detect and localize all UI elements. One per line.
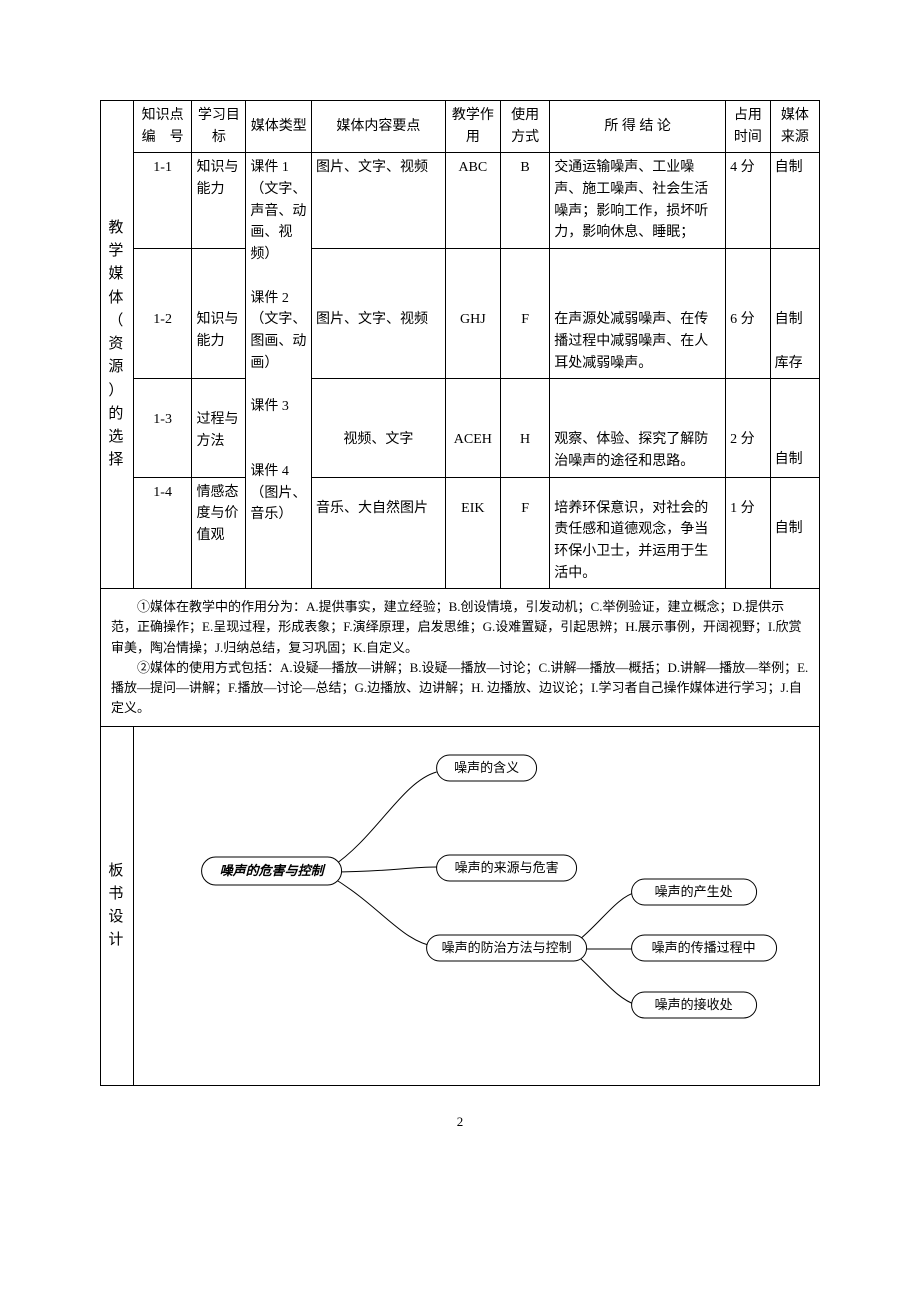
media-row-2: 1-2 知识与能力 图片、文字、视频 GHJ F 在声源处减弱噪声、在传播过程中… [101,249,820,379]
node-root-text: 噪声的危害与控制 [219,863,326,878]
cell-types-all: 课件 1（文字、声音、动画、视频） 课件 2（文字、图画、动画） 课件 3 课件… [246,153,312,589]
board-row: 板 书 设 计 噪声的危害与控制 噪声的含义 噪声的来源与危害 噪声的防治方法与… [101,727,820,1086]
cell-time-3: 2 分 [726,379,771,477]
cell-conclusion-4: 培养环保意识，对社会的责任感和道德观念，争当环保小卫士，并运用于生活中。 [550,477,726,589]
edge-root-b2 [331,867,436,872]
types-all-text: 课件 1（文字、声音、动画、视频） 课件 2（文字、图画、动画） 课件 3 课件… [250,160,306,522]
edge-root-b1 [331,772,436,867]
cell-goal-4: 情感态度与价值观 [192,477,246,589]
notes-p1: ①媒体在教学中的作用分为：A.提供事实，建立经验；B.创设情境，引发动机；C.举… [111,597,809,657]
board-diagram-cell: 噪声的危害与控制 噪声的含义 噪声的来源与危害 噪声的防治方法与控制 噪声的产生… [133,727,819,1086]
board-diagram: 噪声的危害与控制 噪声的含义 噪声的来源与危害 噪声的防治方法与控制 噪声的产生… [142,737,811,1037]
node-b1-text: 噪声的含义 [454,760,519,775]
col-header-mode: 使用方式 [500,101,549,153]
vlabel-board-text: 板 书 设 计 [108,863,125,949]
cell-goal-1: 知识与能力 [192,153,246,249]
cell-content-4: 音乐、大自然图片 [312,477,446,589]
media-row-4: 1-4 情感态度与价值观 音乐、大自然图片 EIK F 培养环保意识，对社会的责… [101,477,820,589]
cell-mode-4: F [500,477,549,589]
notes-p2: ②媒体的使用方式包括：A.设疑—播放—讲解；B.设疑—播放—讨论；C.讲解—播放… [111,658,809,718]
cell-conclusion-2: 在声源处减弱噪声、在传播过程中减弱噪声、在人耳处减弱噪声。 [550,249,726,379]
cell-time-2: 6 分 [726,249,771,379]
cell-role-2: GHJ [445,249,500,379]
node-b2-text: 噪声的来源与危害 [454,860,558,875]
col-header-conclusion: 所 得 结 论 [550,101,726,153]
notes-cell: ①媒体在教学中的作用分为：A.提供事实，建立经验；B.创设情境，引发动机；C.举… [101,589,820,727]
col-header-goal: 学习目标 [192,101,246,153]
col-header-role: 教学作用 [445,101,500,153]
cell-source-3: 自制 [770,379,819,477]
node-b3-text: 噪声的防治方法与控制 [441,940,571,955]
section-label-board: 板 书 设 计 [101,727,134,1086]
col-header-type: 媒体类型 [246,101,312,153]
cell-source-1: 自制 [770,153,819,249]
cell-id-4: 1-4 [133,477,192,589]
cell-mode-3: H [500,379,549,477]
node-b3-1-text: 噪声的产生处 [654,884,732,899]
header-row: 教 学 媒 体 （ 资 源 ） 的 选 择 知识点编 号 学习目标 媒体类型 媒… [101,101,820,153]
cell-mode-1: B [500,153,549,249]
page-number: 2 [100,1114,820,1130]
edge-root-b3 [331,877,436,947]
cell-id-3: 1-3 [133,379,192,477]
cell-conclusion-1: 交通运输噪声、工业噪声、施工噪声、社会生活噪声；影响工作，损坏听力，影响休息、睡… [550,153,726,249]
cell-id-2: 1-2 [133,249,192,379]
vlabel-media-text: 教 学 媒 体 （ 资 源 ） 的 选 择 [108,220,125,469]
cell-goal-3: 过程与方法 [192,379,246,477]
cell-time-4: 1 分 [726,477,771,589]
node-b3-3-text: 噪声的接收处 [654,997,732,1012]
media-row-1: 1-1 知识与能力 课件 1（文字、声音、动画、视频） 课件 2（文字、图画、动… [101,153,820,249]
cell-conclusion-3: 观察、体验、探究了解防治噪声的途径和思路。 [550,379,726,477]
cell-content-3: 视频、文字 [312,379,446,477]
cell-time-1: 4 分 [726,153,771,249]
cell-role-4: EIK [445,477,500,589]
cell-content-1: 图片、文字、视频 [312,153,446,249]
cell-source-2: 自制 库存 [770,249,819,379]
media-row-3: 1-3 过程与方法 视频、文字 ACEH H 观察、体验、探究了解防治噪声的途径… [101,379,820,477]
col-header-time: 占用时间 [726,101,771,153]
col-header-id: 知识点编 号 [133,101,192,153]
cell-id-1: 1-1 [133,153,192,249]
col-header-source: 媒体来源 [770,101,819,153]
section-label-media: 教 学 媒 体 （ 资 源 ） 的 选 择 [101,101,134,589]
cell-role-3: ACEH [445,379,500,477]
cell-mode-2: F [500,249,549,379]
cell-role-1: ABC [445,153,500,249]
page: 教 学 媒 体 （ 资 源 ） 的 选 择 知识点编 号 学习目标 媒体类型 媒… [100,100,820,1130]
cell-source-4: 自制 [770,477,819,589]
notes-row: ①媒体在教学中的作用分为：A.提供事实，建立经验；B.创设情境，引发动机；C.举… [101,589,820,727]
cell-goal-2: 知识与能力 [192,249,246,379]
node-b3-2-text: 噪声的传播过程中 [651,940,755,955]
lesson-plan-table: 教 学 媒 体 （ 资 源 ） 的 选 择 知识点编 号 学习目标 媒体类型 媒… [100,100,820,1086]
cell-content-2: 图片、文字、视频 [312,249,446,379]
edge-b3-c3 [576,955,636,1005]
edge-b3-c1 [576,892,636,942]
col-header-content: 媒体内容要点 [312,101,446,153]
